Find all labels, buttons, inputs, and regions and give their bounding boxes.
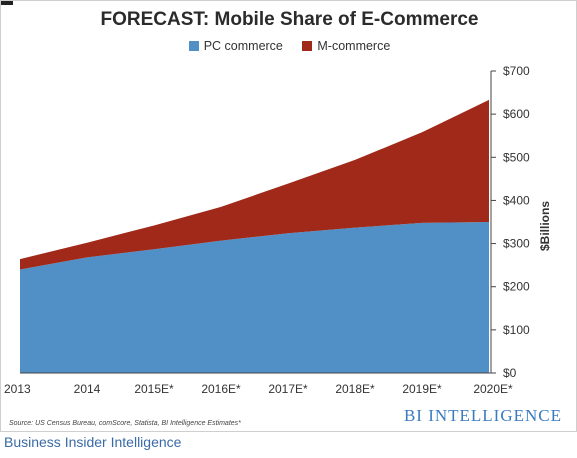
x-tick-label-2: 2015E*: [134, 382, 174, 396]
x-tick-label-5: 2018E*: [335, 382, 375, 396]
x-tick-label-7: 2020E*: [473, 382, 513, 396]
y-tick-label-0: $0: [503, 366, 517, 380]
legend-item-mobile: M-commerce: [302, 39, 390, 53]
x-tick-label-0: 2013: [4, 382, 31, 396]
legend-item-pc: PC commerce: [188, 39, 283, 53]
y-axis-label: $Billions: [538, 201, 552, 251]
legend-swatch-mobile: [302, 41, 313, 51]
legend-swatch-pc: [188, 41, 199, 51]
chart-title: FORECAST: Mobile Share of E-Commerce: [100, 9, 479, 30]
brand-logo: BI INTELLIGENCE: [403, 406, 562, 425]
x-tick-label-3: 2016E*: [201, 382, 241, 396]
x-tick-label-1: 2014: [74, 382, 101, 396]
chart-figure: FORECAST: Mobile Share of E-Commerce PC …: [0, 0, 577, 432]
y-tick-label-2: $200: [503, 280, 530, 294]
y-tick-label-1: $100: [503, 323, 530, 337]
caption-link[interactable]: Business Insider Intelligence: [4, 434, 182, 450]
y-tick-label-7: $700: [503, 64, 530, 78]
area-series-0: [20, 222, 489, 373]
y-tick-label-6: $600: [503, 107, 530, 121]
y-tick-label-4: $400: [503, 193, 530, 207]
area-series-1: [20, 99, 489, 270]
x-tick-label-6: 2019E*: [402, 382, 442, 396]
chart-legend: PC commerce M-commerce: [1, 39, 577, 54]
y-tick-label-5: $500: [503, 150, 530, 164]
legend-label-mobile: M-commerce: [317, 39, 391, 53]
source-note: Source: US Census Bureau, comScore, Stat…: [9, 420, 241, 427]
y-tick-label-3: $300: [503, 237, 530, 251]
chart-plot: $0 $100 $200 $300 $400 $500 $600 $700 2013 2014 20…: [4, 64, 552, 396]
legend-label-pc: PC commerce: [203, 39, 283, 53]
x-tick-label-4: 2017E*: [268, 382, 308, 396]
corner-mark: [1, 1, 13, 5]
